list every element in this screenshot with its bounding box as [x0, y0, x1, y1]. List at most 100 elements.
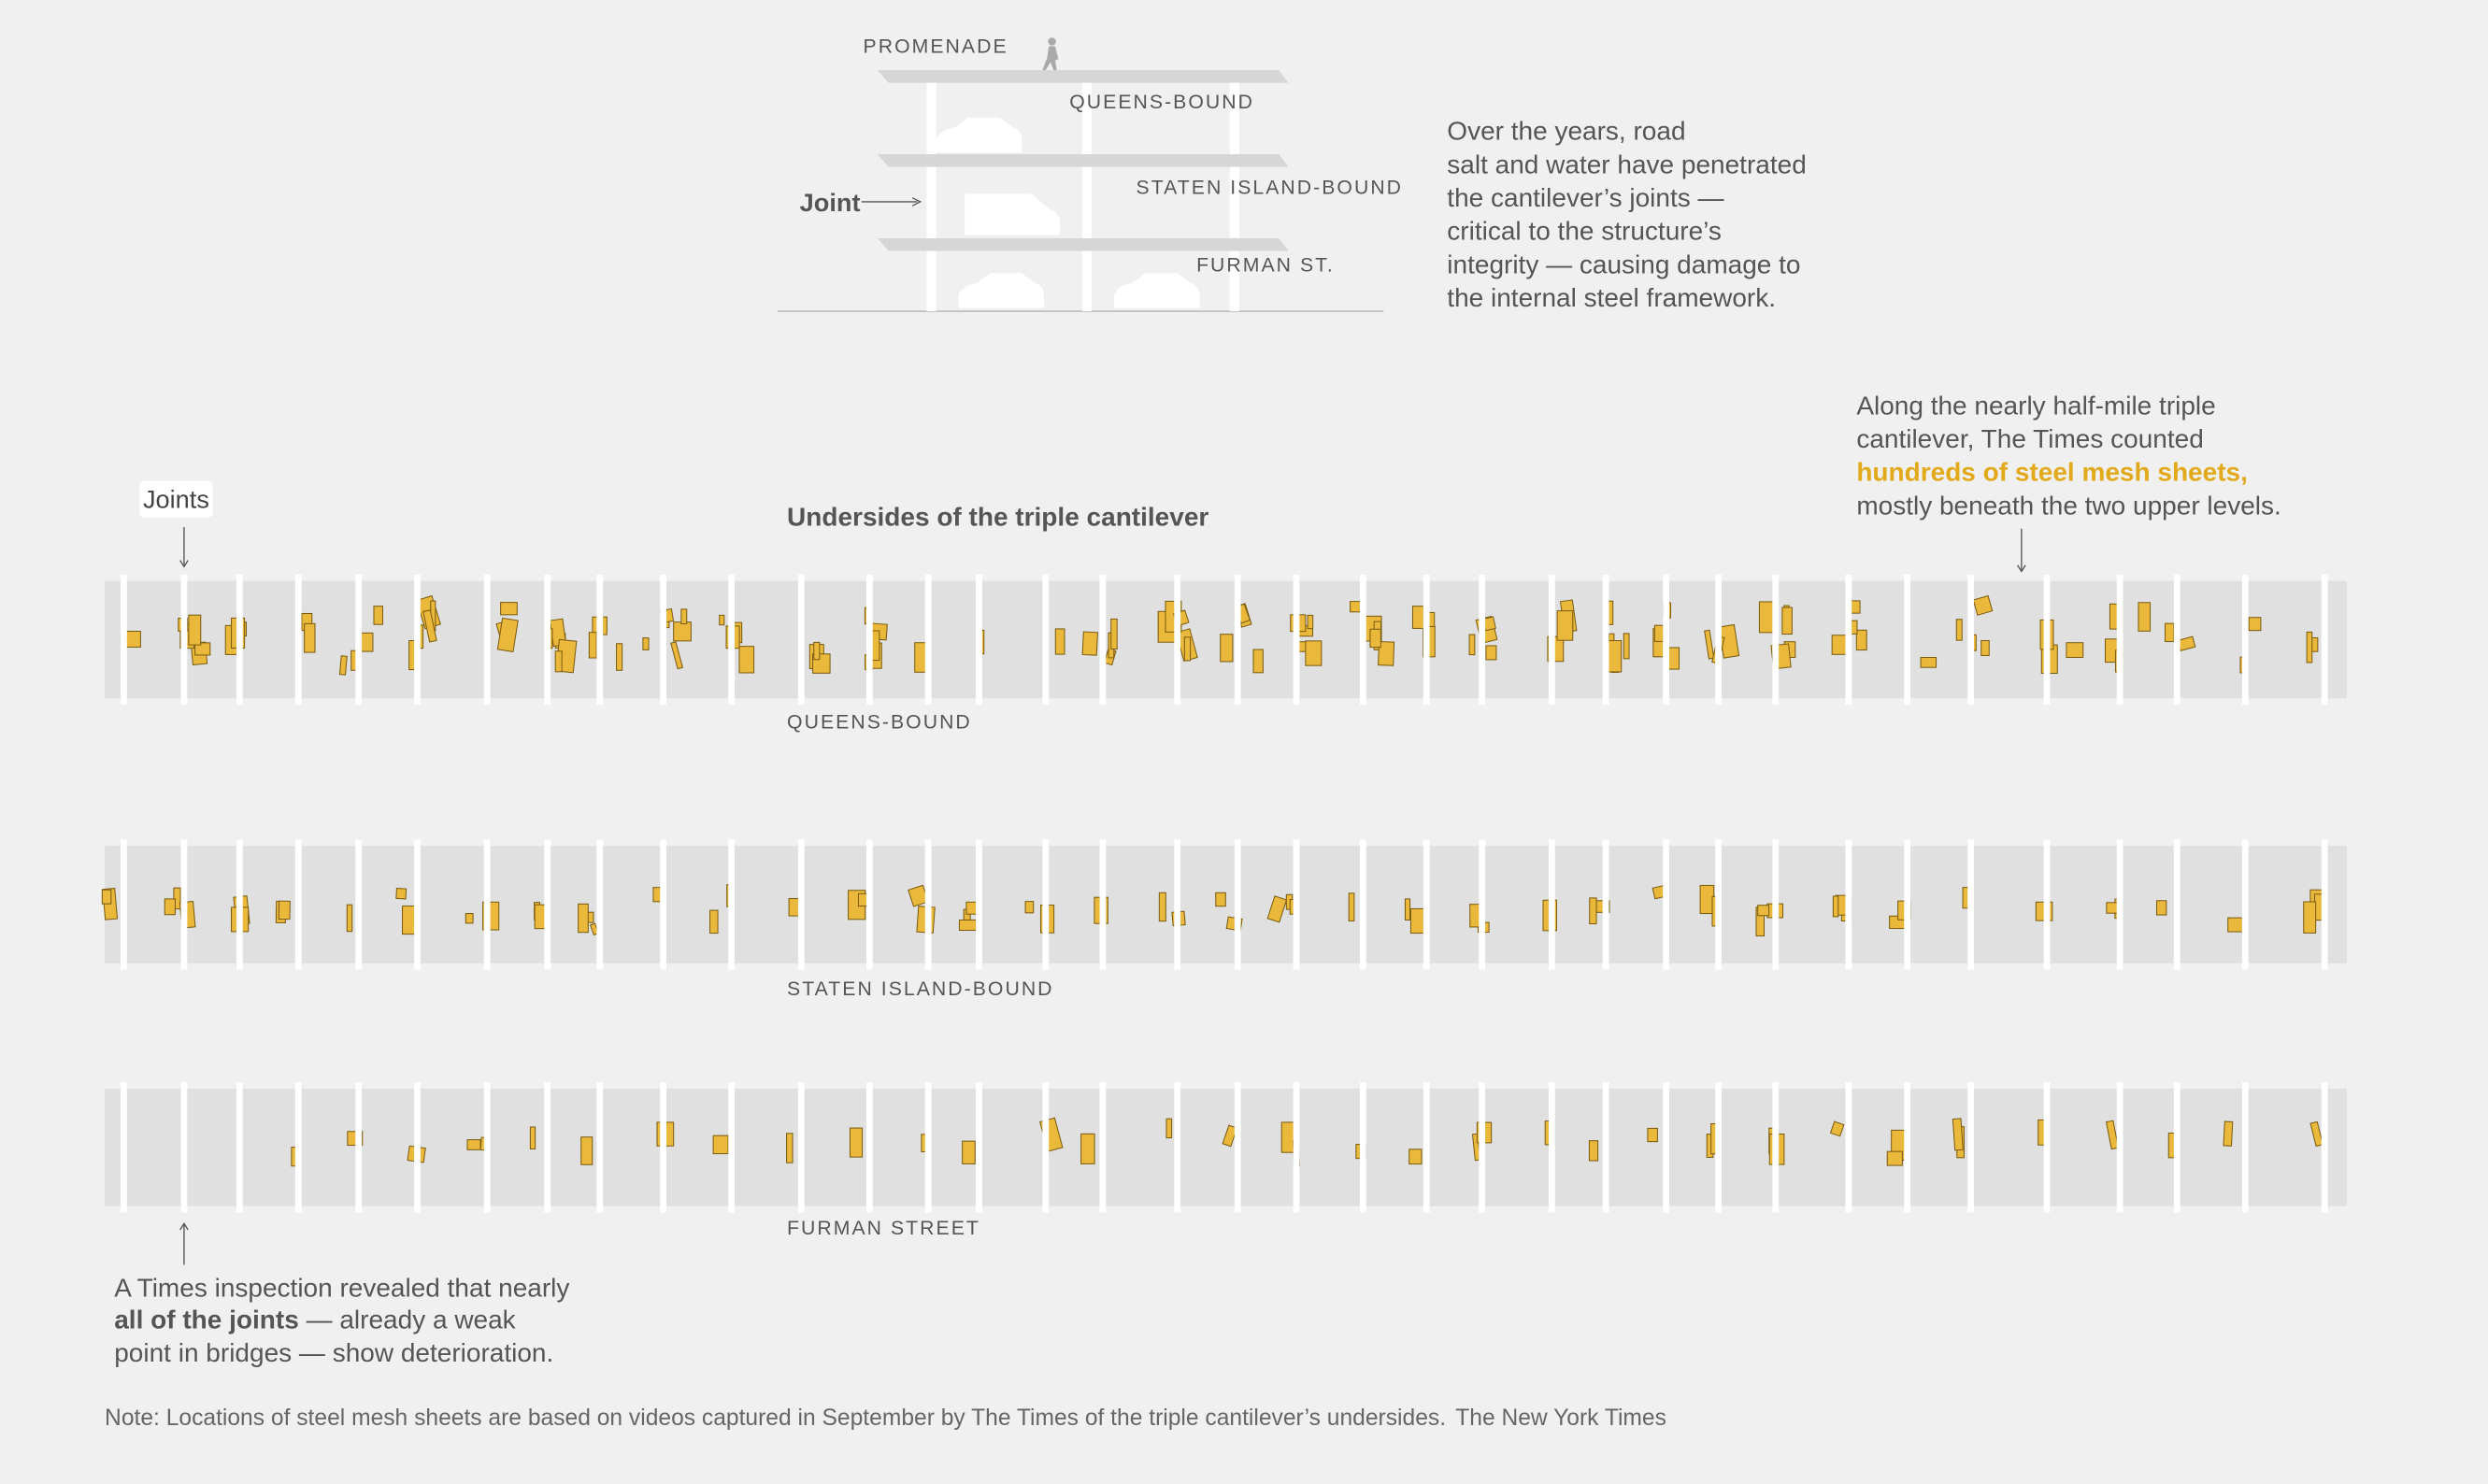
- joint: [1479, 1082, 1486, 1213]
- text-line: A Times inspection revealed that nearly: [114, 1273, 569, 1302]
- column: [1081, 79, 1093, 312]
- mesh-sheet: [2066, 642, 2084, 659]
- intro-text: Over the years, road salt and water have…: [1447, 117, 1806, 312]
- credit: The New York Times: [1455, 1406, 1666, 1431]
- mesh-sheet: [1952, 1118, 1964, 1151]
- joint: [544, 574, 551, 706]
- mesh-sheet: [1183, 636, 1192, 662]
- car-icon: [936, 117, 1022, 153]
- mesh-sheet: [712, 1134, 729, 1155]
- mesh-sheet: [1972, 594, 1994, 616]
- joint: [797, 839, 805, 970]
- mesh-sheet: [1307, 614, 1314, 630]
- column: [1229, 79, 1239, 312]
- mesh-sheet: [101, 889, 112, 905]
- bold-text: all of the joints: [114, 1305, 299, 1334]
- mesh-sheet: [1647, 1127, 1658, 1143]
- joint: [1772, 574, 1780, 706]
- joint: [544, 839, 551, 970]
- text-line: point in bridges — show deterioration.: [114, 1338, 553, 1367]
- joint: [236, 574, 243, 706]
- joint: [1967, 1082, 1974, 1213]
- mesh-sheet: [529, 1126, 536, 1149]
- joint: [1967, 839, 1974, 970]
- mesh-sheet: [1757, 905, 1770, 917]
- joint: [1602, 1082, 1609, 1213]
- mesh-sheet: [304, 622, 316, 653]
- mesh-sheet: [2106, 902, 2119, 914]
- joint: [414, 574, 421, 706]
- mesh-sheet: [1829, 1120, 1845, 1137]
- joint: [1904, 1082, 1911, 1213]
- joints-label: Joints: [143, 485, 209, 514]
- joint: [121, 574, 127, 706]
- joint: [414, 839, 421, 970]
- mesh-sheet: [2165, 622, 2175, 643]
- joint: [483, 1082, 491, 1213]
- mesh-sheet: [578, 903, 589, 934]
- mesh-sheet: [709, 909, 719, 935]
- joint: [2241, 574, 2249, 706]
- mesh-sheet: [2156, 900, 2167, 916]
- mesh-sheet: [338, 655, 348, 676]
- mesh-sheet: [1556, 610, 1574, 641]
- right-annotation: Along the nearly half-mile triple cantil…: [1856, 391, 2281, 573]
- joint: [924, 839, 932, 970]
- joint: [1663, 839, 1669, 970]
- joint: [797, 1082, 805, 1213]
- mesh-sheet: [2105, 1120, 2120, 1150]
- joint: [1967, 574, 1974, 706]
- joint: [1293, 574, 1300, 706]
- joint: [1904, 839, 1911, 970]
- mesh-sheet: [164, 898, 176, 916]
- joint: [1234, 839, 1241, 970]
- joint: [865, 574, 873, 706]
- joint: [414, 1082, 421, 1213]
- text-line: Over the years, road: [1447, 117, 1685, 146]
- mesh-sheet: [588, 632, 597, 659]
- mesh-sheet: [1024, 901, 1035, 914]
- joint: [1042, 574, 1050, 706]
- text-line: Along the nearly half-mile triple: [1856, 391, 2215, 420]
- mesh-sheet: [580, 1136, 593, 1165]
- mesh-sheet: [871, 630, 880, 662]
- joint: [976, 839, 982, 970]
- mesh-sheet: [2309, 1120, 2324, 1148]
- mesh-sheet: [395, 887, 408, 900]
- mesh-sheet: [188, 614, 202, 646]
- joint: [865, 1082, 873, 1213]
- chart-title: Undersides of the triple cantilever: [787, 502, 1208, 531]
- mesh-sheet: [1704, 629, 1715, 660]
- joint: [1099, 839, 1107, 970]
- note-text: Note: Locations of steel mesh sheets are…: [105, 1406, 1446, 1431]
- joint: [976, 574, 982, 706]
- mesh-sheet: [1781, 606, 1793, 635]
- joint: [180, 574, 188, 706]
- mesh-sheet: [2303, 901, 2317, 934]
- mesh-sheet: [813, 641, 821, 661]
- car-icon: [958, 273, 1045, 308]
- joint: [1548, 839, 1555, 970]
- mesh-sheet: [1054, 628, 1065, 655]
- joint: [1359, 1082, 1366, 1213]
- mesh-sheet: [465, 913, 474, 924]
- joint: [728, 1082, 736, 1213]
- joint: [1663, 574, 1669, 706]
- mesh-sheet: [1955, 619, 1963, 641]
- joint: [1359, 574, 1366, 706]
- joint: [1423, 1082, 1430, 1213]
- joint: [1174, 839, 1181, 970]
- joint: [596, 1082, 604, 1213]
- joint: [1772, 1082, 1780, 1213]
- mesh-sheet: [1980, 640, 1990, 656]
- mesh-sheet: [1378, 641, 1395, 666]
- joint: [1099, 574, 1107, 706]
- level-label: PROMENADE: [864, 36, 1008, 57]
- level-label: QUEENS-BOUND: [1069, 92, 1254, 113]
- mesh-sheet: [1266, 895, 1288, 923]
- strip-label: STATEN ISLAND-BOUND: [787, 978, 1054, 1000]
- joint: [1293, 839, 1300, 970]
- joint: [1663, 1082, 1669, 1213]
- joint: [1548, 1082, 1555, 1213]
- joint: [1845, 574, 1852, 706]
